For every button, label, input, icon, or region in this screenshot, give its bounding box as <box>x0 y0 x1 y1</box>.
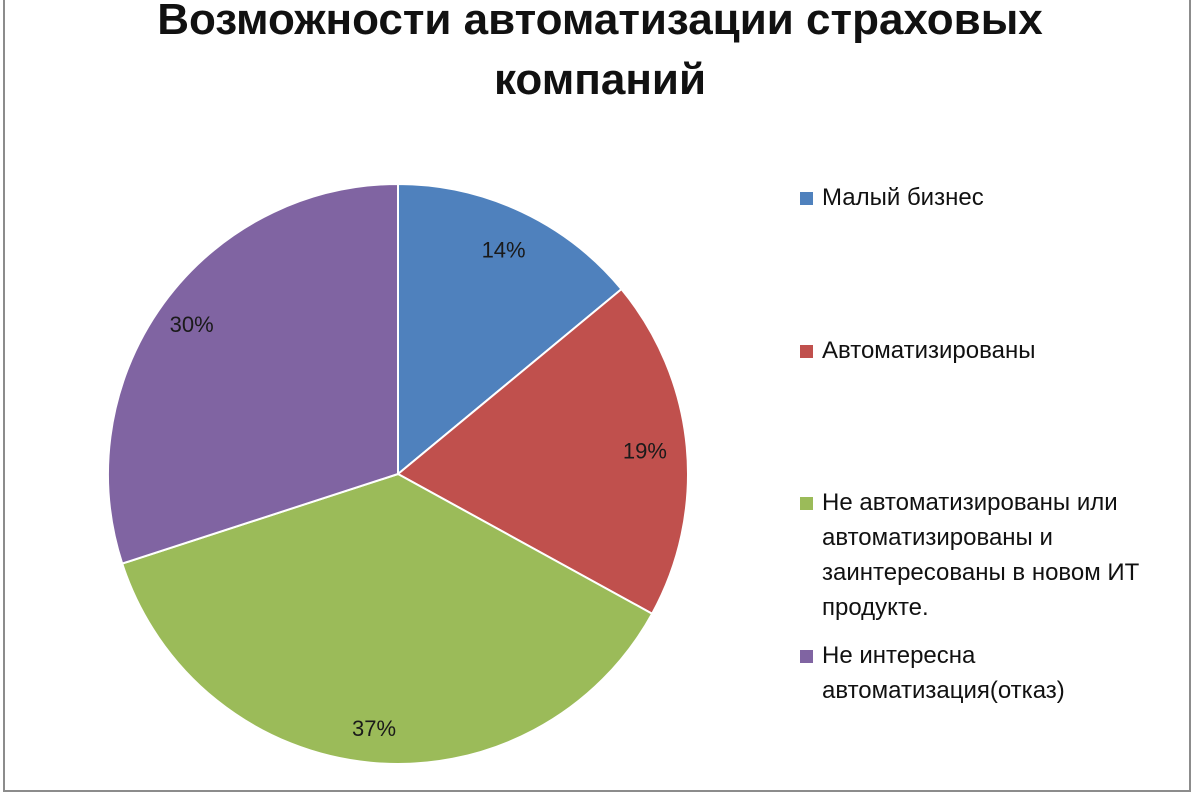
pie-label-small-business: 14% <box>482 238 526 263</box>
legend-label: Автоматизированы <box>822 337 1036 364</box>
legend-item-small-business: Малый бизнес <box>800 180 984 215</box>
pie-label-refused: 30% <box>170 312 214 337</box>
pie-slice-refused <box>107 182 399 565</box>
pie-label-interested: 37% <box>352 716 396 741</box>
legend-swatch <box>800 650 813 663</box>
legend-item-refused: Не интересна автоматизация(отказ) <box>800 638 1065 708</box>
chart-title: Возможности автоматизации страховых комп… <box>157 0 1043 104</box>
legend-label: Малый бизнес <box>822 184 984 211</box>
legend-label: Не интересна автоматизация(отказ) <box>822 642 1065 704</box>
pie-label-automated: 19% <box>623 439 667 464</box>
pie-slice-interested <box>120 472 654 766</box>
pie-slice-automated <box>396 287 689 616</box>
legend-item-automated: Автоматизированы <box>800 333 1035 368</box>
pie-slice-small-business <box>397 182 623 477</box>
legend-swatch <box>800 345 813 358</box>
legend-item-interested: Не автоматизированы или автоматизированы… <box>800 485 1139 625</box>
legend-swatch <box>800 497 813 510</box>
legend-swatch <box>800 192 813 205</box>
chart-frame <box>3 0 1191 792</box>
legend-label: Не автоматизированы или автоматизированы… <box>822 489 1140 621</box>
